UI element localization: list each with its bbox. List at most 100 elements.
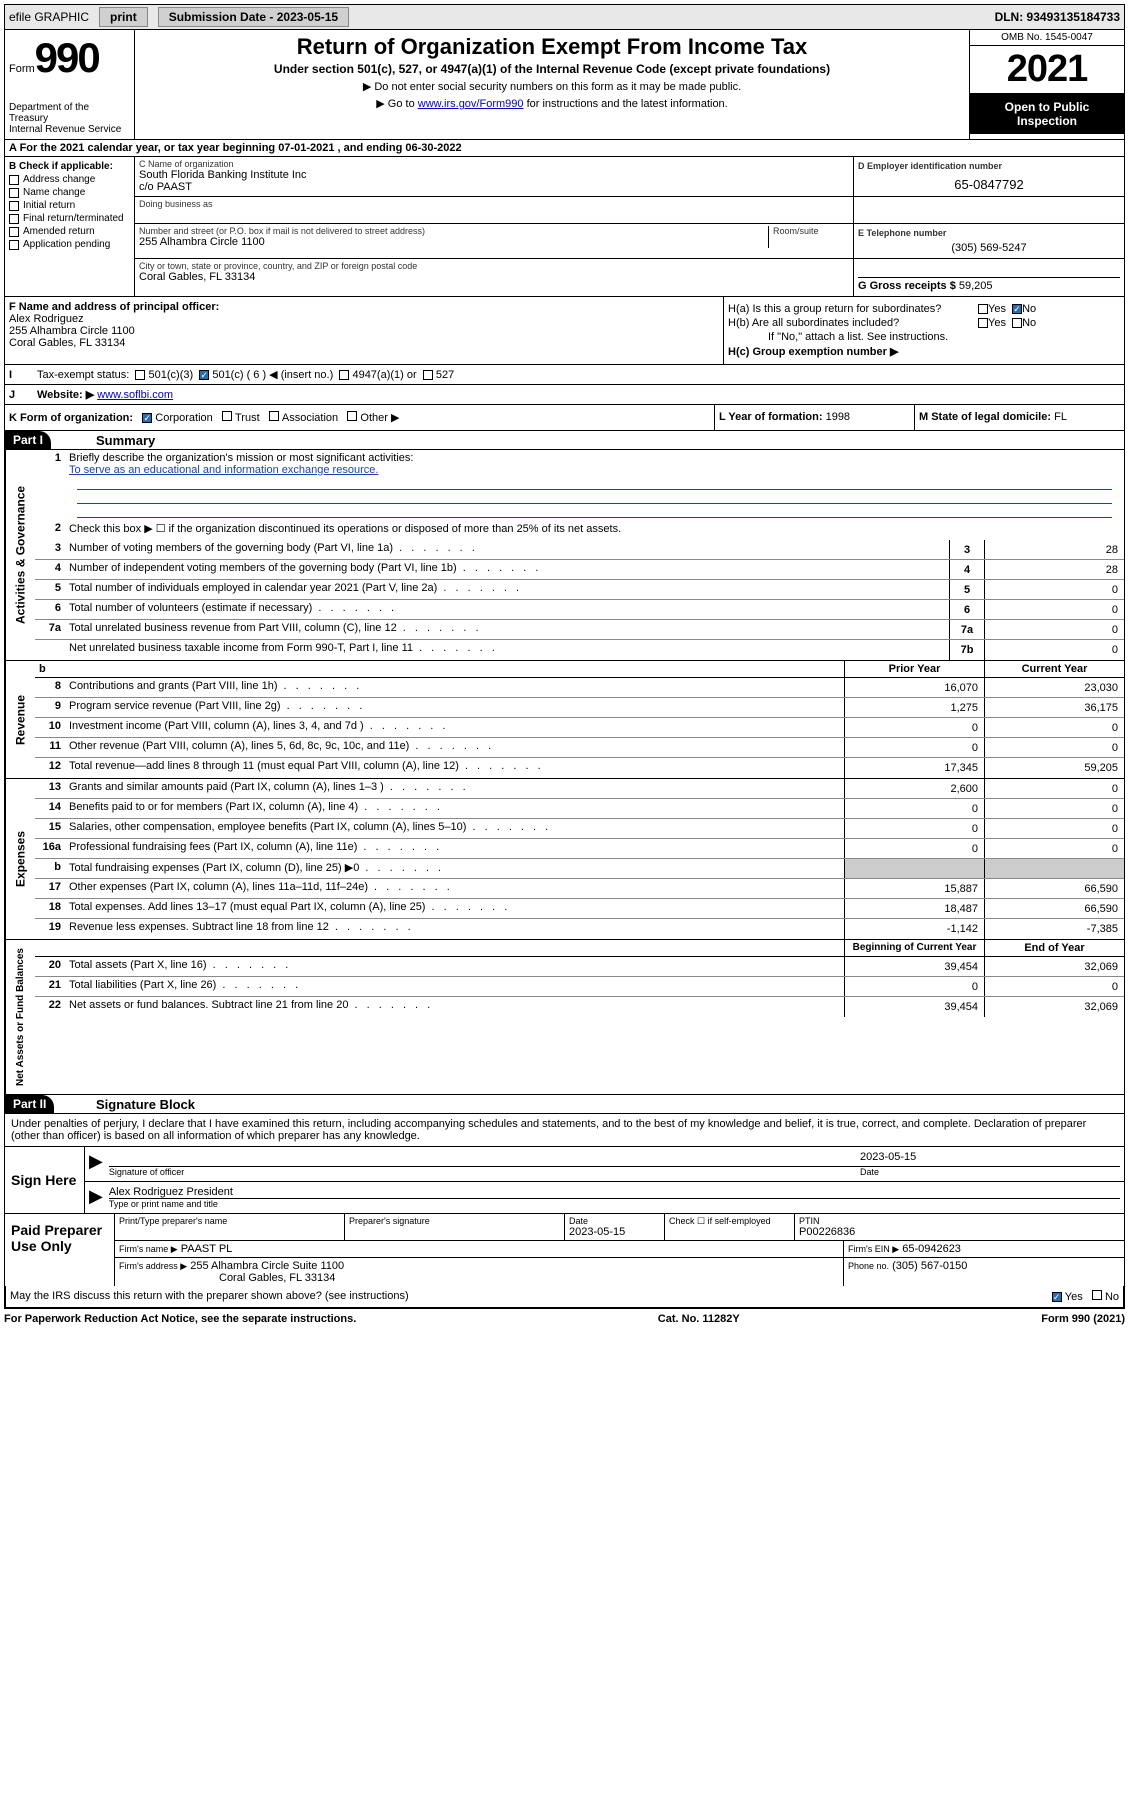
row-text: Total expenses. Add lines 13–17 (must eq… — [65, 899, 844, 915]
current-year-value: 32,069 — [984, 957, 1124, 976]
summary-row: 17 Other expenses (Part IX, column (A), … — [35, 879, 1124, 899]
submission-date-button[interactable]: Submission Date - 2023-05-15 — [158, 7, 349, 27]
note2-pre: ▶ Go to — [376, 98, 417, 110]
entity-info-section: A For the 2021 calendar year, or tax yea… — [4, 140, 1125, 431]
row-num: 11 — [35, 738, 65, 754]
irs-link[interactable]: www.irs.gov/Form990 — [418, 98, 524, 110]
checkbox-initial-return[interactable] — [9, 201, 19, 211]
row-value: 0 — [984, 600, 1124, 619]
ha-no-checkbox[interactable] — [1012, 304, 1022, 314]
print-button[interactable]: print — [99, 7, 148, 27]
hb-yes-checkbox[interactable] — [978, 318, 988, 328]
k-other-checkbox[interactable] — [347, 411, 357, 421]
gross-receipts: 59,205 — [959, 280, 993, 292]
row-text: Salaries, other compensation, employee b… — [65, 819, 844, 835]
hb-no-checkbox[interactable] — [1012, 318, 1022, 328]
prior-year-value: 0 — [844, 839, 984, 858]
i-527-checkbox[interactable] — [423, 370, 433, 380]
governance-section: Activities & Governance 1 Briefly descri… — [4, 450, 1125, 661]
typed-name-label: Type or print name and title — [109, 1199, 1120, 1209]
checkbox-address-change[interactable] — [9, 175, 19, 185]
prior-year-value: 0 — [844, 799, 984, 818]
sig-intro: Under penalties of perjury, I declare th… — [5, 1114, 1124, 1147]
row-num: 16a — [35, 839, 65, 855]
summary-row: 12 Total revenue—add lines 8 through 11 … — [35, 758, 1124, 778]
omb-label: OMB No. 1545-0047 — [970, 30, 1124, 46]
ptin-value: P00226836 — [799, 1226, 1120, 1238]
i-opt-2: 4947(a)(1) or — [352, 369, 416, 381]
part1-header-row: Part I Summary — [4, 431, 1125, 450]
vtab-revenue: Revenue — [5, 661, 35, 778]
summary-row: 21 Total liabilities (Part X, line 26) 0… — [35, 977, 1124, 997]
row-box: 7a — [949, 620, 984, 639]
yes-2: Yes — [988, 317, 1006, 329]
prior-year-value: 0 — [844, 738, 984, 757]
row-text: Total assets (Part X, line 16) — [65, 957, 844, 973]
row-text: Total liabilities (Part X, line 26) — [65, 977, 844, 993]
part2-badge: Part II — [5, 1095, 54, 1113]
k-opt-0: Corporation — [155, 412, 212, 424]
prior-year-value: 39,454 — [844, 957, 984, 976]
irs-label: Internal Revenue Service — [9, 124, 130, 135]
g-label: G Gross receipts $ — [858, 280, 956, 292]
begin-year-hdr: Beginning of Current Year — [844, 940, 984, 956]
no-2: No — [1022, 317, 1036, 329]
top-toolbar: efile GRAPHIC print Submission Date - 20… — [4, 4, 1125, 30]
row-text: Program service revenue (Part VIII, line… — [65, 698, 844, 714]
i-501c-checkbox[interactable] — [199, 370, 209, 380]
discuss-no-checkbox[interactable] — [1092, 1290, 1102, 1300]
prior-year-value — [844, 859, 984, 878]
form-header-center: Return of Organization Exempt From Incom… — [135, 30, 969, 139]
vtab-net-assets: Net Assets or Fund Balances — [5, 940, 35, 1094]
dln-label: DLN: 93493135184733 — [995, 10, 1120, 24]
checkbox-amended-return[interactable] — [9, 227, 19, 237]
ha-yes-checkbox[interactable] — [978, 304, 988, 314]
f-label: F Name and address of principal officer: — [9, 301, 719, 313]
row-num: 10 — [35, 718, 65, 734]
i-4947-checkbox[interactable] — [339, 370, 349, 380]
current-year-value: 59,205 — [984, 758, 1124, 778]
row-text: Total unrelated business revenue from Pa… — [65, 620, 949, 636]
k-assoc-checkbox[interactable] — [269, 411, 279, 421]
prep-date: 2023-05-15 — [569, 1226, 660, 1238]
summary-row: Net unrelated business taxable income fr… — [35, 640, 1124, 660]
checkbox-final-return[interactable] — [9, 214, 19, 224]
prior-year-value: 16,070 — [844, 678, 984, 697]
form-note1: ▶ Do not enter social security numbers o… — [143, 80, 961, 93]
row-value: 0 — [984, 580, 1124, 599]
i-501c3-checkbox[interactable] — [135, 370, 145, 380]
website-link[interactable]: www.soflbi.com — [97, 389, 173, 401]
k-corp-checkbox[interactable] — [142, 413, 152, 423]
room-label: Room/suite — [773, 226, 849, 236]
row-klm: K Form of organization: Corporation Trus… — [5, 404, 1124, 430]
k-label: K Form of organization: — [9, 412, 133, 424]
summary-row: 3 Number of voting members of the govern… — [35, 540, 1124, 560]
part2-header-row: Part II Signature Block — [4, 1095, 1125, 1114]
prep-name-label: Print/Type preparer's name — [119, 1216, 340, 1226]
discuss-yes-checkbox[interactable] — [1052, 1292, 1062, 1302]
k-trust-checkbox[interactable] — [222, 411, 232, 421]
b-item-3: Final return/terminated — [23, 213, 124, 224]
firm-ein-label: Firm's EIN ▶ — [848, 1244, 899, 1254]
part1-badge: Part I — [5, 431, 51, 449]
b-label: B Check if applicable: — [9, 161, 130, 172]
sig-date-label: Date — [860, 1167, 1120, 1177]
summary-row: 7a Total unrelated business revenue from… — [35, 620, 1124, 640]
checkbox-name-change[interactable] — [9, 188, 19, 198]
current-year-value: 0 — [984, 819, 1124, 838]
hb-note: If "No," attach a list. See instructions… — [728, 331, 1120, 343]
firm-name: PAAST PL — [181, 1243, 233, 1255]
prior-year-value: 15,887 — [844, 879, 984, 898]
current-year-value: -7,385 — [984, 919, 1124, 939]
row-text: Number of independent voting members of … — [65, 560, 949, 576]
note2-post: for instructions and the latest informat… — [524, 98, 728, 110]
row-j: J Website: ▶ www.soflbi.com — [5, 384, 1124, 404]
form-header-right: OMB No. 1545-0047 2021 Open to Public In… — [969, 30, 1124, 139]
prior-year-value: 0 — [844, 718, 984, 737]
b-item-5: Application pending — [23, 239, 110, 250]
row-num: 21 — [35, 977, 65, 993]
checkbox-application-pending[interactable] — [9, 240, 19, 250]
part2-title: Signature Block — [90, 1097, 195, 1112]
summary-row: 18 Total expenses. Add lines 13–17 (must… — [35, 899, 1124, 919]
summary-row: 15 Salaries, other compensation, employe… — [35, 819, 1124, 839]
